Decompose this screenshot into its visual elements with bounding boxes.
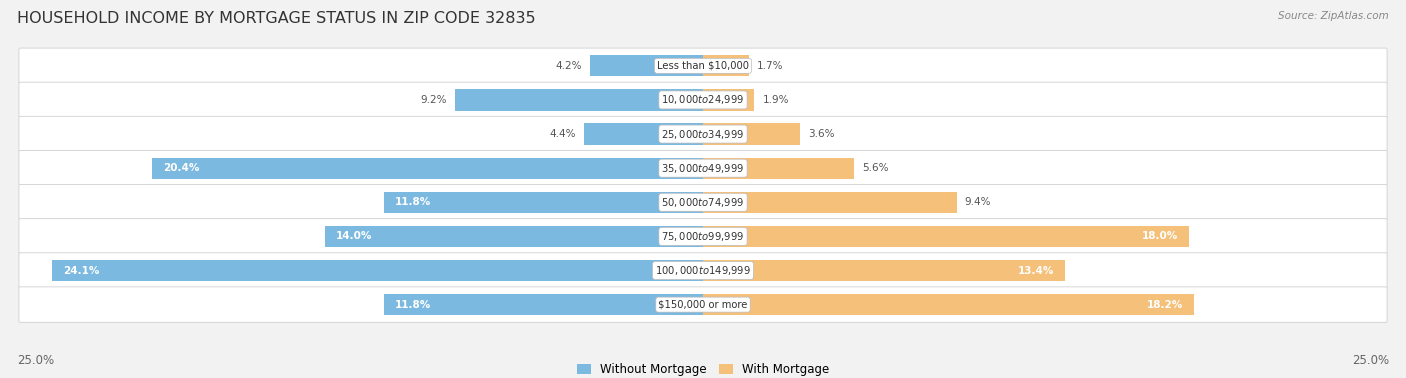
Bar xyxy=(384,294,703,315)
Text: HOUSEHOLD INCOME BY MORTGAGE STATUS IN ZIP CODE 32835: HOUSEHOLD INCOME BY MORTGAGE STATUS IN Z… xyxy=(17,11,536,26)
Text: 18.0%: 18.0% xyxy=(1142,231,1178,242)
Text: $25,000 to $34,999: $25,000 to $34,999 xyxy=(661,127,745,141)
Text: Less than $10,000: Less than $10,000 xyxy=(657,61,749,71)
FancyBboxPatch shape xyxy=(18,218,1388,254)
Text: 1.9%: 1.9% xyxy=(762,95,789,105)
FancyBboxPatch shape xyxy=(18,287,1388,322)
Text: $35,000 to $49,999: $35,000 to $49,999 xyxy=(661,162,745,175)
FancyBboxPatch shape xyxy=(18,116,1388,152)
Text: $150,000 or more: $150,000 or more xyxy=(658,300,748,310)
FancyBboxPatch shape xyxy=(18,253,1388,288)
Text: $10,000 to $24,999: $10,000 to $24,999 xyxy=(661,93,745,107)
Text: 25.0%: 25.0% xyxy=(1353,354,1389,367)
Bar xyxy=(703,158,855,179)
Bar xyxy=(454,89,703,110)
Text: 1.7%: 1.7% xyxy=(756,61,783,71)
Text: 3.6%: 3.6% xyxy=(808,129,835,139)
Text: 25.0%: 25.0% xyxy=(17,354,53,367)
Bar xyxy=(703,294,1194,315)
FancyBboxPatch shape xyxy=(18,48,1388,84)
Text: 20.4%: 20.4% xyxy=(163,163,200,173)
Bar xyxy=(703,226,1189,247)
Text: 11.8%: 11.8% xyxy=(395,300,432,310)
Bar xyxy=(585,124,703,145)
Text: 24.1%: 24.1% xyxy=(63,265,100,276)
Bar xyxy=(703,124,800,145)
FancyBboxPatch shape xyxy=(18,150,1388,186)
Text: 18.2%: 18.2% xyxy=(1147,300,1184,310)
Text: 9.4%: 9.4% xyxy=(965,197,991,207)
Text: 4.2%: 4.2% xyxy=(555,61,582,71)
Bar xyxy=(703,192,956,213)
Text: 11.8%: 11.8% xyxy=(395,197,432,207)
Bar xyxy=(52,260,703,281)
FancyBboxPatch shape xyxy=(18,82,1388,118)
Bar xyxy=(703,89,754,110)
FancyBboxPatch shape xyxy=(18,184,1388,220)
Bar xyxy=(325,226,703,247)
Bar xyxy=(703,260,1064,281)
Text: $100,000 to $149,999: $100,000 to $149,999 xyxy=(655,264,751,277)
Bar xyxy=(703,55,749,76)
Text: 5.6%: 5.6% xyxy=(862,163,889,173)
Bar xyxy=(589,55,703,76)
Text: $50,000 to $74,999: $50,000 to $74,999 xyxy=(661,196,745,209)
Legend: Without Mortgage, With Mortgage: Without Mortgage, With Mortgage xyxy=(572,358,834,378)
Text: 9.2%: 9.2% xyxy=(420,95,447,105)
Text: 14.0%: 14.0% xyxy=(336,231,373,242)
Text: 4.4%: 4.4% xyxy=(550,129,576,139)
Bar xyxy=(384,192,703,213)
Bar xyxy=(152,158,703,179)
Text: Source: ZipAtlas.com: Source: ZipAtlas.com xyxy=(1278,11,1389,21)
Text: 13.4%: 13.4% xyxy=(1018,265,1054,276)
Text: $75,000 to $99,999: $75,000 to $99,999 xyxy=(661,230,745,243)
